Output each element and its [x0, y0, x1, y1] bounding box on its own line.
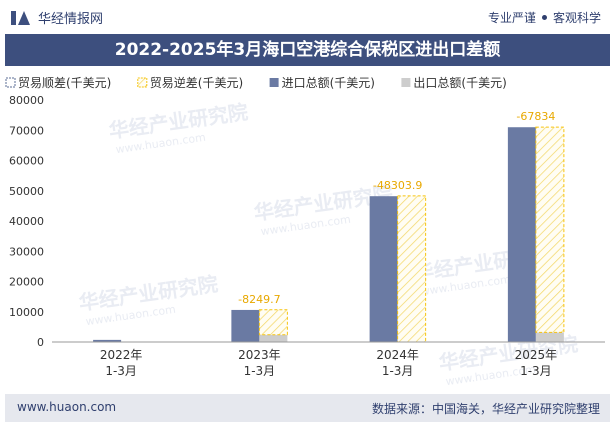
bar-trade-deficit [536, 127, 564, 332]
brand-name: 华经情报网 [38, 8, 103, 27]
y-tick-label: 30000 [9, 245, 44, 258]
chart-title: 2022-2025年3月海口空港综合保税区进出口差额 [5, 34, 610, 66]
bar-import [370, 196, 398, 342]
y-tick-label: 0 [37, 336, 44, 349]
top-bar: 华经情报网 专业严谨 客观科学 [0, 0, 615, 34]
chart-area: 华经产业研究院 www.huaon.com 华经产业研究院 www.huaon.com… [0, 70, 615, 390]
chart-svg: 华经产业研究院www.huaon.com华经产业研究院www.huaon.com… [0, 70, 615, 390]
x-tick-label: 1-3月 [382, 364, 414, 378]
y-tick-label: 50000 [9, 185, 44, 198]
bar-import [508, 127, 536, 342]
tagline-dot-icon [542, 15, 547, 20]
x-tick-label: 2024年 [376, 348, 419, 362]
data-label: -8249.7 [238, 293, 280, 306]
x-tick-label: 1-3月 [520, 364, 552, 378]
legend-swatch-import [270, 78, 279, 87]
x-tick-label: 2025年 [515, 348, 558, 362]
x-tick-label: 2022年 [100, 348, 143, 362]
footer: www.huaon.com 数据来源：中国海关，华经产业研究院整理 [5, 394, 610, 422]
x-axis: 2022年 1-3月 2023年 1-3月 2024年 1-3月 2025年 1-3月 [52, 342, 605, 378]
y-tick-label: 70000 [9, 124, 44, 137]
data-label: -48303.9 [373, 179, 422, 192]
bar-export [536, 332, 564, 342]
x-tick-label: 2023年 [238, 348, 281, 362]
brand-logo-icon [10, 9, 32, 27]
bar-import [231, 310, 259, 342]
legend: 贸易顺差(千美元) 贸易逆差(千美元) 进口总额(千美元) 出口总额(千美元) [6, 75, 507, 90]
bar-trade-deficit [259, 310, 287, 335]
bar-trade-deficit [398, 196, 426, 342]
y-tick-label: 20000 [9, 276, 44, 289]
legend-label: 出口总额(千美元) [413, 76, 506, 90]
footer-url[interactable]: www.huaon.com [17, 400, 116, 414]
tagline-right: 客观科学 [553, 9, 601, 26]
bar-export [259, 335, 287, 342]
x-tick-label: 1-3月 [244, 364, 276, 378]
x-tick-label: 1-3月 [105, 364, 137, 378]
data-label: -67834 [516, 110, 555, 123]
footer-source: 数据来源：中国海关，华经产业研究院整理 [372, 400, 600, 417]
y-tick-label: 80000 [9, 94, 44, 107]
tagline: 专业严谨 客观科学 [488, 9, 601, 26]
legend-swatch-export [401, 78, 410, 87]
tagline-left: 专业严谨 [488, 9, 536, 26]
y-tick-label: 10000 [9, 306, 44, 319]
y-tick-label: 60000 [9, 155, 44, 168]
legend-label: 进口总额(千美元) [282, 76, 375, 90]
watermark-group: 华经产业研究院www.huaon.com华经产业研究院www.huaon.com… [77, 100, 579, 389]
legend-label: 贸易逆差(千美元) [150, 75, 243, 90]
legend-label: 贸易顺差(千美元) [18, 76, 111, 90]
y-tick-label: 40000 [9, 215, 44, 228]
brand[interactable]: 华经情报网 [10, 8, 103, 27]
legend-swatch-trade-deficit [138, 78, 147, 87]
y-axis: 0 10000 20000 30000 40000 50000 60000 70000 8000… [9, 94, 44, 349]
legend-swatch-trade-surplus [6, 78, 15, 87]
